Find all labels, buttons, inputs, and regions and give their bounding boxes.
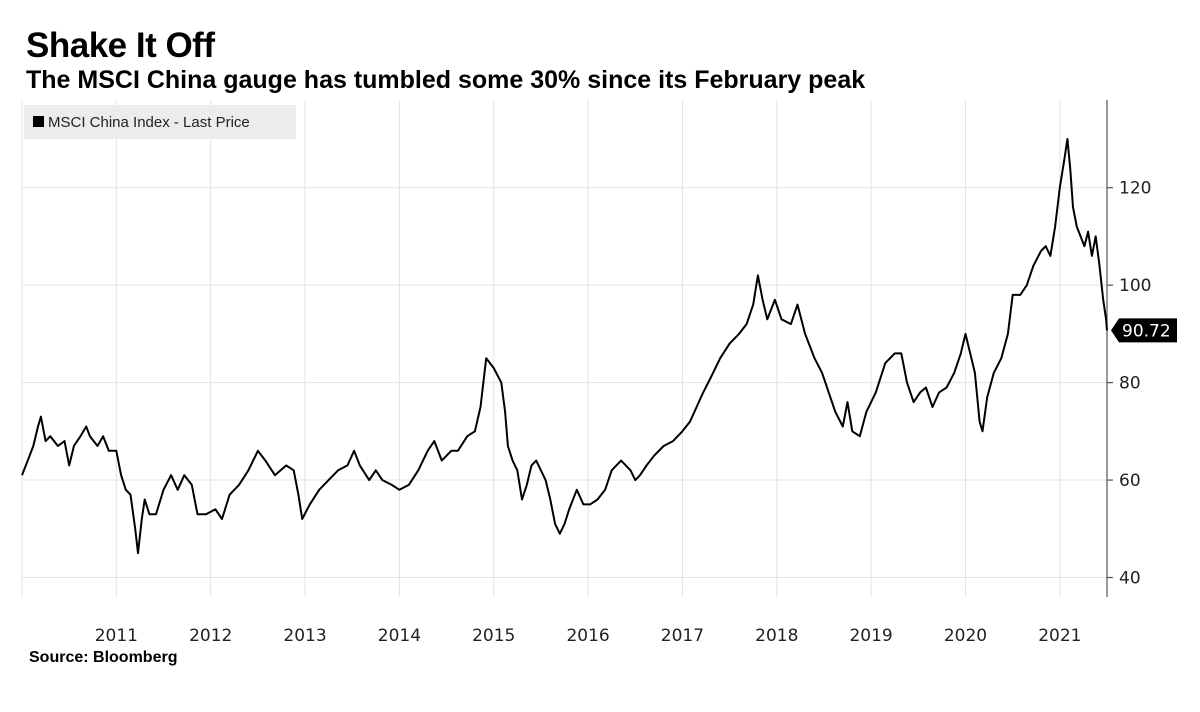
x-tick-label: 2011 — [95, 626, 138, 646]
x-axis-labels: 2011 2012 2013 2014 2015 2016 2017 2018 2019 2020… — [95, 626, 1082, 646]
last-value-tag-shape — [1111, 318, 1177, 343]
x-tick-label: 2018 — [755, 626, 798, 646]
legend: MSCI China Index - Last Price — [24, 105, 296, 139]
legend-background — [24, 105, 296, 139]
legend-label: MSCI China Index - Last Price — [48, 114, 250, 131]
gridlines — [21, 100, 1107, 597]
y-tick-label: 100 — [1119, 276, 1151, 296]
x-tick-label: 2016 — [566, 626, 609, 646]
x-tick-label: 2017 — [661, 626, 704, 646]
x-tick-label: 2021 — [1038, 626, 1081, 646]
last-value-tag: 90.72 — [1111, 318, 1177, 343]
x-tick-label: 2015 — [472, 626, 515, 646]
x-tick-label: 2014 — [378, 626, 421, 646]
y-tick-label: 120 — [1119, 179, 1151, 199]
x-tick-label: 2020 — [944, 626, 987, 646]
x-tick-label: 2013 — [283, 626, 326, 646]
chart-subtitle: The MSCI China gauge has tumbled some 30… — [26, 66, 866, 94]
y-tick-label: 80 — [1119, 374, 1141, 394]
y-axis: 40 60 80 100 120 — [1106, 100, 1151, 597]
last-value-label: 90.72 — [1122, 321, 1171, 341]
series-layer — [21, 138, 1108, 555]
y-tick-label: 40 — [1119, 569, 1141, 589]
y-tick-label: 60 — [1119, 471, 1141, 491]
series-line — [21, 138, 1108, 555]
x-tick-label: 2019 — [849, 626, 892, 646]
x-tick-label: 2012 — [189, 626, 232, 646]
legend-swatch — [33, 116, 44, 127]
source-note: Source: Bloomberg — [29, 649, 178, 666]
chart-title: Shake It Off — [26, 26, 215, 65]
